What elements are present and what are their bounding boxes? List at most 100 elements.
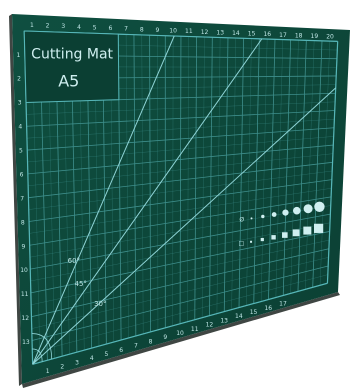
angle-line: [32, 87, 337, 365]
template-circle: [261, 214, 265, 219]
template-circle: [303, 204, 313, 214]
grid-line-horizontal: [27, 136, 334, 163]
left-ruler-number: 1: [16, 52, 20, 59]
grid-line-horizontal: [27, 127, 335, 151]
grid-line-horizontal: [28, 170, 333, 210]
bottom-ruler-number: 12: [206, 322, 214, 329]
frame-line: [326, 41, 339, 284]
angle-label: 60°: [68, 257, 80, 265]
title-text: Cutting Mat: [31, 46, 113, 62]
top-ruler-number: 14: [232, 30, 240, 37]
grid-line-horizontal: [28, 161, 333, 199]
bottom-ruler-number: 6: [119, 347, 123, 354]
size-text: A5: [58, 71, 79, 90]
bottom-ruler-number: 1: [46, 368, 50, 375]
grid-line-horizontal: [26, 110, 335, 127]
grid-line-horizontal: [32, 274, 328, 353]
left-ruler-number: 4: [18, 124, 22, 131]
left-ruler-number: 6: [20, 171, 24, 178]
grid-line-horizontal: [29, 188, 332, 234]
top-ruler-number: 12: [201, 29, 209, 36]
left-ruler-number: 10: [20, 267, 28, 274]
grid-line-horizontal: [31, 239, 330, 305]
bottom-ruler-number: 4: [90, 355, 94, 362]
bottom-ruler-number: 11: [191, 326, 199, 333]
bottom-ruler-number: 13: [220, 317, 228, 324]
left-ruler-number: 8: [21, 219, 25, 226]
shape-template: [250, 201, 325, 243]
square-row-label: □: [239, 240, 245, 247]
left-ruler-number: 9: [21, 243, 25, 250]
template-square: [303, 226, 312, 235]
left-ruler-number: 11: [21, 291, 29, 298]
frame-line: [32, 282, 328, 365]
bottom-ruler-number: 16: [264, 305, 272, 312]
top-ruler-number: 9: [156, 27, 160, 34]
top-ruler-number: 3: [61, 23, 65, 30]
angle-line: [32, 38, 263, 365]
grid-line-horizontal: [29, 196, 332, 246]
corner-arc: [32, 348, 43, 362]
grid-line-horizontal: [30, 222, 331, 282]
grid-line-horizontal: [31, 265, 329, 341]
template-square: [313, 223, 324, 233]
grid-line-horizontal: [30, 213, 331, 270]
circle-row-label: Ø: [239, 217, 244, 224]
top-ruler-number: 5: [93, 24, 97, 31]
grid-line-horizontal: [31, 248, 329, 318]
bottom-ruler-number: 7: [134, 343, 138, 350]
bottom-ruler-number: 2: [60, 364, 64, 371]
top-ruler-number: 2: [46, 23, 50, 30]
grid-line-horizontal: [31, 257, 329, 329]
bottom-ruler-number: 9: [163, 334, 167, 341]
bottom-ruler-number: 17: [279, 301, 287, 308]
top-ruler-number: 1: [30, 22, 34, 29]
template-circle: [250, 217, 253, 220]
template-square: [271, 235, 276, 240]
top-ruler-number: 8: [140, 26, 144, 33]
bottom-ruler-number: 15: [250, 309, 258, 316]
grid-line-horizontal: [26, 101, 336, 115]
angle-line: [32, 35, 175, 365]
angle-lines: [31, 35, 337, 365]
top-ruler-number: 13: [216, 29, 224, 36]
template-square: [282, 232, 288, 238]
ruler-labels: 1 2 3 4 5 6 7 8 9 10 11 12 13 14 15 16 17 18 19 20123456789…: [16, 22, 334, 375]
left-ruler-number: 13: [22, 339, 30, 346]
bottom-ruler-number: 3: [75, 359, 79, 366]
corner-arc: [31, 333, 53, 360]
top-ruler-number: 6: [108, 25, 112, 32]
bottom-ruler-number: 5: [105, 351, 109, 358]
grid-line-horizontal: [26, 118, 335, 139]
grid-line-horizontal: [28, 153, 333, 186]
title-box: [23, 30, 120, 103]
grid-line-horizontal: [27, 144, 334, 175]
left-ruler-number: 2: [17, 76, 21, 83]
grid-line-horizontal: [30, 231, 330, 294]
left-ruler-number: 5: [19, 148, 23, 155]
bottom-ruler-number: 10: [176, 330, 184, 337]
bottom-ruler-number: 8: [149, 338, 153, 345]
top-ruler-number: 19: [311, 33, 319, 40]
top-ruler-number: 16: [263, 31, 271, 38]
template-square: [250, 240, 253, 243]
template-square: [260, 237, 264, 242]
template-circle: [292, 206, 301, 215]
angle-label: 30°: [94, 300, 106, 308]
top-ruler-number: 11: [185, 28, 193, 35]
top-ruler-number: 20: [326, 34, 334, 41]
top-ruler-number: 15: [248, 31, 256, 38]
template-circle: [271, 212, 277, 217]
top-ruler-number: 17: [279, 32, 287, 39]
top-ruler-number: 4: [77, 24, 81, 31]
top-ruler-number: 18: [295, 32, 303, 39]
bottom-ruler-number: 14: [235, 313, 243, 320]
left-ruler-number: 12: [21, 315, 29, 322]
template-circle: [282, 209, 289, 216]
grid-line-horizontal: [28, 179, 332, 222]
left-ruler-number: 3: [18, 100, 22, 107]
top-ruler-number: 10: [169, 28, 177, 35]
angle-label: 45°: [74, 280, 86, 288]
